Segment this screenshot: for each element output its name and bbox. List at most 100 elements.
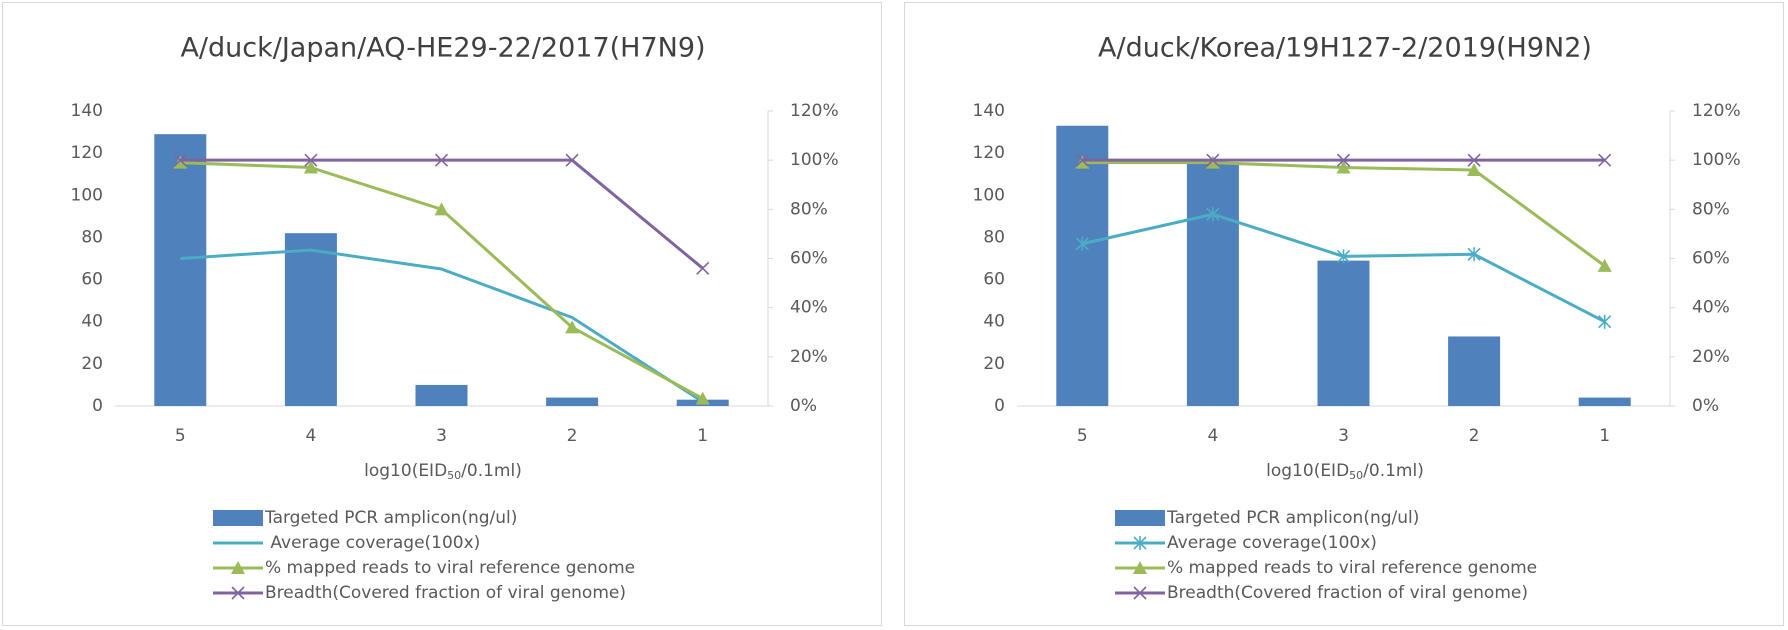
y2-tick-label: 20% (790, 347, 828, 367)
point-marker (1075, 155, 1090, 169)
marker-shape (173, 153, 187, 167)
y2-tick-label: 20% (1692, 347, 1730, 367)
legend-swatch (1115, 510, 1165, 526)
y-tick-label: 20 (983, 354, 1005, 374)
point-marker (565, 320, 580, 334)
x-label-part: /0.1ml) (461, 461, 522, 481)
marker-shape (1133, 561, 1147, 574)
y-tick-label: 80 (81, 227, 103, 247)
x-label-part: /0.1ml) (1363, 461, 1424, 481)
x-tick-label: 1 (1599, 426, 1610, 446)
legend-marker (231, 561, 245, 574)
marker-shape (1598, 314, 1612, 329)
x-tick-label: 2 (1469, 426, 1480, 446)
x-tick-label: 1 (697, 426, 708, 446)
y-tick-label: 80 (983, 227, 1005, 247)
marker-shape (696, 261, 710, 275)
marker-shape (1467, 153, 1481, 167)
y2-tick-label: 120% (790, 101, 839, 121)
y2-tick-label: 40% (1692, 298, 1730, 318)
bar (1317, 260, 1370, 406)
x-tick-label: 5 (1077, 426, 1088, 446)
point-marker (696, 261, 710, 275)
x-tick-label: 5 (175, 426, 186, 446)
point-marker (1206, 153, 1220, 167)
x-axis-label: log10(EID50/0.1ml) (1266, 461, 1424, 482)
x-label-part: log10(EID (1266, 461, 1349, 481)
bar (415, 384, 468, 406)
point-marker (1205, 155, 1220, 169)
y-tick-label: 120 (71, 143, 103, 163)
point-marker (304, 153, 318, 167)
marker-shape (1467, 163, 1482, 176)
y-tick-label: 20 (81, 354, 103, 374)
point-marker (1336, 153, 1351, 167)
chart-title: A/duck/Japan/AQ-HE29-22/2017(H7N9) (180, 33, 705, 64)
point-marker (1597, 258, 1612, 272)
point-marker (1075, 153, 1089, 167)
chart-title: A/duck/Korea/19H127-2/2019(H9N2) (1098, 33, 1592, 64)
chart-panel: A/duck/Japan/AQ-HE29-22/2017(H7N9) 0 20 40 6… (2, 2, 882, 626)
legend-label: Breadth(Covered fraction of viral genome… (265, 583, 626, 603)
chart: A/duck/Korea/19H127-2/2019(H9N2) 0 20 40 60 8… (973, 33, 1741, 604)
marker-shape (565, 153, 579, 167)
marker-shape (1133, 586, 1147, 600)
marker-shape (1467, 247, 1481, 262)
bar (284, 233, 337, 406)
x-tick-label: 3 (1338, 426, 1349, 446)
y-tick-label: 120 (973, 143, 1005, 163)
bar (1578, 397, 1631, 406)
point-marker (173, 153, 187, 167)
y2-tick-label: 0% (790, 396, 817, 416)
y2-tick-label: 40% (790, 298, 828, 318)
y2-tick-label: 80% (790, 199, 828, 219)
marker-shape (173, 155, 188, 169)
legend-label: % mapped reads to viral reference genome (1167, 558, 1537, 578)
y2-tick-label: 0% (1692, 396, 1719, 416)
point-marker (173, 155, 188, 169)
x-axis-label: log10(EID50/0.1ml) (364, 461, 522, 482)
x-label-part: log10(EID (364, 461, 447, 481)
marker-shape (1075, 153, 1089, 167)
marker-shape (1598, 153, 1612, 167)
marker-shape (1075, 236, 1089, 251)
legend-marker (1133, 561, 1147, 574)
marker-shape (1206, 153, 1220, 167)
y-tick-label: 100 (973, 185, 1005, 205)
legend-label: Average coverage(100x) (265, 533, 480, 553)
y-tick-label: 40 (81, 312, 103, 332)
legend-marker (1133, 586, 1147, 600)
y2-tick-label: 120% (1692, 101, 1741, 121)
x-tick-label: 2 (567, 426, 578, 446)
y2-tick-label: 100% (790, 150, 839, 170)
y2-tick-label: 80% (1692, 199, 1730, 219)
y-tick-label: 40 (983, 312, 1005, 332)
point-marker (1598, 314, 1612, 329)
marker-shape (434, 202, 449, 216)
x-tick-label: 4 (1207, 426, 1218, 446)
point-marker (565, 153, 579, 167)
marker-shape (1075, 155, 1090, 169)
point-marker (1336, 160, 1351, 174)
x-label-part: 50 (1349, 469, 1363, 482)
y-tick-label: 0 (994, 396, 1005, 416)
point-marker (1206, 207, 1220, 222)
y2-tick-label: 60% (1692, 249, 1730, 269)
point-marker (1598, 153, 1612, 167)
point-marker (1467, 247, 1481, 262)
x-tick-label: 4 (305, 426, 316, 446)
y-tick-label: 140 (71, 101, 103, 121)
marker-shape (1206, 207, 1220, 222)
legend-label: % mapped reads to viral reference genome (265, 558, 635, 578)
point-marker (434, 202, 449, 216)
legend-marker (231, 586, 245, 600)
marker-shape (1336, 153, 1351, 167)
legend-swatch (213, 510, 263, 526)
x-label-part: 50 (447, 469, 461, 482)
y2-tick-label: 100% (1692, 150, 1741, 170)
point-marker (303, 160, 318, 174)
legend-label: Targeted PCR amplicon(ng/ul) (1166, 508, 1419, 528)
legend-label: Targeted PCR amplicon(ng/ul) (264, 508, 517, 528)
y-tick-label: 60 (983, 270, 1005, 290)
bar (154, 134, 207, 406)
